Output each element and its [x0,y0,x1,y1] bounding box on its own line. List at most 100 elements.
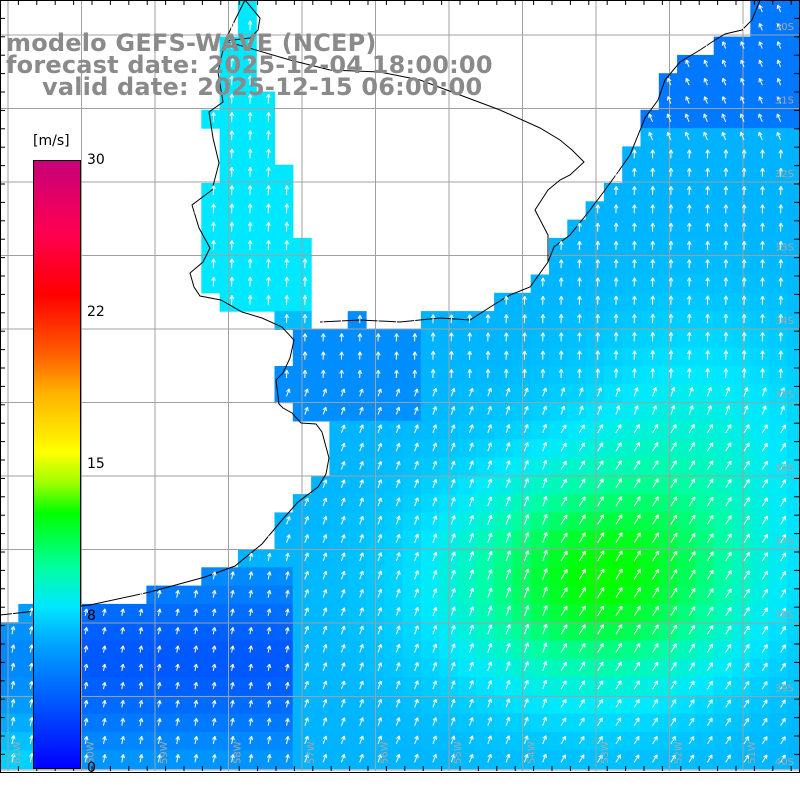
wind-speed-cell [329,713,349,733]
wind-arrow [523,460,529,470]
wind-arrow [758,113,763,122]
wind-arrow [721,59,727,68]
wind-arrow [156,699,162,708]
wind-arrow [741,313,747,324]
wind-arrow [175,754,180,763]
wind-arrow [450,478,456,488]
wind-arrow [780,681,786,690]
wind-speed-cell [256,183,276,202]
wind-arrow [304,497,309,507]
wind-arrow [778,259,784,269]
wind-speed-cell [603,402,623,422]
wind-arrow [503,295,509,305]
wind-arrow [633,496,641,507]
wind-arrow [357,351,363,360]
wind-speed-cell [768,347,788,367]
wind-arrow [304,662,309,671]
wind-speed-cell [219,146,239,166]
wind-speed-cell [768,183,788,202]
wind-speed-cell [475,347,495,367]
wind-arrow [632,241,637,250]
wind-speed-cell [786,494,800,513]
wind-arrow [761,644,768,653]
wind-speed-cell [622,366,642,385]
wind-speed-cell [475,732,495,751]
wind-arrow [597,550,605,562]
wind-arrow [359,461,364,470]
wind-speed-cell [420,695,440,715]
wind-speed-cell [494,457,513,477]
wind-speed-cell [732,750,751,770]
wind-speed-cell [329,603,349,623]
wind-speed-cell [329,384,349,404]
wind-speed-cell [420,530,440,550]
wind-speed-cell [274,713,294,733]
wind-speed-cell [732,457,751,477]
wind-arrow [266,645,272,653]
wind-speed-cell [530,420,550,440]
wind-arrow [247,203,253,214]
wind-arrow [266,295,271,305]
wind-speed-cell [384,384,404,404]
wind-arrow [469,717,474,726]
wind-arrow [432,698,438,708]
wind-arrow [138,681,144,690]
wind-arrow [286,534,291,543]
wind-arrow [101,681,107,690]
wind-arrow [760,186,765,196]
wind-speed-cell [183,640,202,660]
wind-speed-cell [530,384,550,404]
wind-arrow [83,681,89,690]
wind-speed-cell [549,640,568,660]
wind-arrow [670,643,677,653]
wind-arrow [741,259,747,269]
wind-arrow [467,314,473,324]
wind-speed-cell [677,494,696,513]
wind-speed-cell [109,640,129,660]
wind-speed-cell [786,311,800,330]
wind-speed-cell [786,219,800,239]
wind-speed-cell [732,439,751,459]
wind-arrow [725,643,732,653]
wind-arrow [650,186,656,196]
wind-speed-cell [786,695,800,715]
wind-arrow [706,496,714,507]
wind-arrow [28,680,34,690]
wind-speed-cell [658,402,678,422]
wind-speed-cell [786,640,800,660]
wind-arrow [377,680,383,690]
wind-speed-cell [640,128,660,147]
wind-speed-cell [768,420,788,440]
wind-arrow [340,406,346,415]
wind-arrow [505,661,511,671]
wind-speed-cell [695,73,715,93]
wind-speed-cell [603,237,623,257]
wind-speed-cell [695,530,715,550]
wind-arrow [670,624,677,635]
wind-arrow [705,313,710,324]
wind-arrow [322,388,327,397]
wind-arrow [157,735,162,745]
wind-speed-cell [420,622,440,642]
wind-arrow [377,643,383,653]
wind-speed-cell [640,201,660,221]
wind-speed-cell [640,640,660,660]
wind-speed-cell [256,292,276,312]
wind-speed-cell [420,457,440,477]
wind-speed-cell [256,732,276,751]
wind-speed-cell [768,292,788,312]
longitude-label: 54W [527,741,538,764]
wind-arrow [248,627,253,635]
wind-speed-cell [256,146,276,166]
wind-arrow [247,258,253,269]
wind-arrow [760,259,765,269]
wind-speed-cell [237,658,257,678]
wind-arrow [542,623,548,635]
wind-arrow [285,589,290,598]
wind-arrow [230,571,235,580]
wind-arrow [725,442,732,452]
wind-speed-cell [658,475,678,495]
wind-speed-cell [549,603,568,623]
wind-arrow [615,680,622,690]
wind-speed-cell [640,677,660,696]
